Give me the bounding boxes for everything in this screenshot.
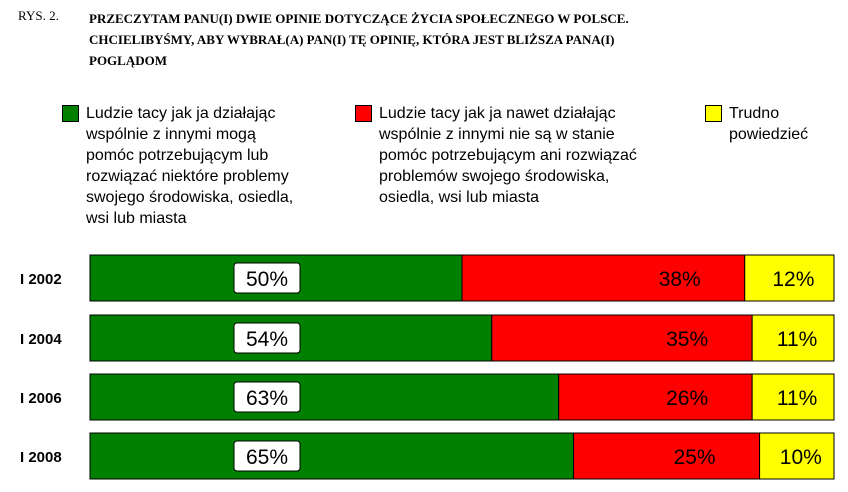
- bar-segment-yellow: [759, 432, 835, 480]
- value-label: 35%: [666, 328, 708, 351]
- bar-segment-red: [573, 432, 761, 480]
- legend-text-green: Ludzie tacy jak ja działając wspólnie z …: [86, 103, 293, 229]
- legend-line: powiedzieć: [729, 126, 809, 143]
- legend-swatch-yellow: [705, 105, 722, 122]
- title-line: CHCIELIBYŚMY, ABY WYBRAŁ(A) PAN(I) TĘ OP…: [89, 32, 615, 47]
- legend-line: wspólnie z innymi mogą: [86, 126, 256, 143]
- category-label: I 2002: [20, 271, 62, 288]
- value-label: 65%: [246, 446, 288, 469]
- value-label-box: [233, 381, 301, 413]
- value-label: 25%: [674, 446, 716, 469]
- bar-segment-red: [461, 254, 746, 302]
- category-label: I 2008: [20, 449, 62, 466]
- legend-text-yellow: Trudno powiedzieć: [729, 103, 808, 145]
- legend-swatch-red: [355, 105, 372, 122]
- legend-line: rozwiązać niektóre problemy: [86, 168, 289, 185]
- legend-line: pomóc potrzebującym lub: [86, 147, 269, 164]
- bar-segment-green: [89, 373, 560, 421]
- legend-line: wsi lub miasta: [86, 210, 187, 227]
- figure-label: RYS. 2.: [18, 8, 59, 23]
- value-label: 50%: [246, 268, 288, 291]
- legend-line: wspólnie z innymi nie są w stanie: [379, 126, 615, 143]
- legend-text-red: Ludzie tacy jak ja nawet działając wspól…: [379, 103, 637, 208]
- value-label: 11%: [777, 387, 817, 410]
- value-label-box: [233, 440, 301, 472]
- bar-segment-yellow: [751, 314, 835, 362]
- legend-item-red: Ludzie tacy jak ja nawet działając wspól…: [355, 103, 637, 208]
- value-label: 38%: [659, 268, 701, 291]
- legend-line: Ludzie tacy jak ja nawet działając: [379, 105, 616, 122]
- legend-item-green: Ludzie tacy jak ja działając wspólnie z …: [62, 103, 293, 229]
- legend-line: pomóc potrzebującym ani rozwiązać: [379, 147, 637, 164]
- value-label: 63%: [246, 387, 288, 410]
- legend-swatch-green: [62, 105, 79, 122]
- category-label: I 2006: [20, 390, 62, 407]
- value-label: 11%: [777, 328, 817, 351]
- legend-line: swojego środowiska, osiedla,: [86, 189, 294, 206]
- category-label: I 2004: [20, 331, 62, 348]
- legend-line: problemów swojego środowiska,: [379, 168, 610, 185]
- legend-line: Ludzie tacy jak ja działając: [86, 105, 276, 122]
- chart-title: PRZECZYTAM PANU(I) DWIE OPINIE DOTYCZĄCE…: [89, 8, 809, 71]
- value-label: 12%: [772, 268, 814, 291]
- bar-segment-yellow: [744, 254, 835, 302]
- legend-line: osiedla, wsi lub miasta: [379, 189, 540, 206]
- bar-segment-green: [89, 432, 575, 480]
- value-label: 54%: [246, 328, 288, 351]
- title-line: PRZECZYTAM PANU(I) DWIE OPINIE DOTYCZĄCE…: [89, 11, 629, 26]
- bar-segment-red: [558, 373, 753, 421]
- value-label: 26%: [666, 387, 708, 410]
- title-line: POGLĄDOM: [89, 53, 167, 68]
- bar-segment-red: [491, 314, 753, 362]
- legend-item-yellow: Trudno powiedzieć: [705, 103, 808, 145]
- bar-segment-yellow: [751, 373, 835, 421]
- value-label-box: [233, 322, 301, 354]
- value-label: 10%: [780, 446, 822, 469]
- legend-line: Trudno: [729, 105, 780, 122]
- value-label-box: [233, 262, 301, 294]
